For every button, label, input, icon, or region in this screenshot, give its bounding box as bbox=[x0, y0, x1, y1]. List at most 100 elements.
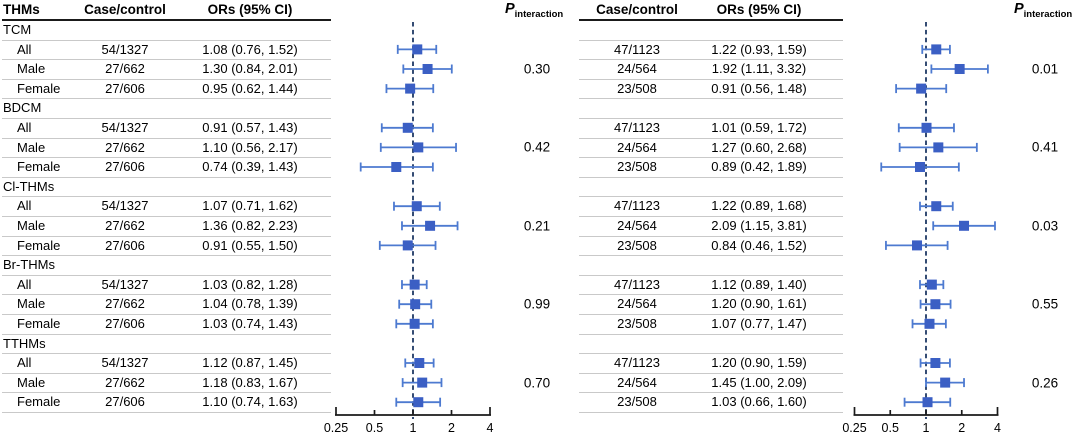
forest-marker bbox=[940, 377, 951, 388]
case-control-value: 27/662 bbox=[105, 374, 145, 390]
row-rule bbox=[2, 216, 331, 217]
or-ci-value: 1.08 (0.76, 1.52) bbox=[202, 41, 298, 57]
row-rule bbox=[579, 392, 843, 394]
col-header-case-control-left: Case/control bbox=[84, 2, 166, 17]
p-symbol: P bbox=[1014, 1, 1024, 17]
p-interaction-value: 0.30 bbox=[523, 61, 551, 77]
p-interaction-value: 0.26 bbox=[1031, 375, 1059, 391]
case-control-value: 47/1123 bbox=[613, 41, 661, 57]
p-subscript: interaction bbox=[514, 9, 564, 20]
row-rule bbox=[2, 118, 331, 119]
axis-tick-label: 4 bbox=[487, 421, 494, 435]
forest-marker bbox=[402, 240, 413, 251]
subgroup-label: Male bbox=[17, 61, 46, 77]
case-control-value: 54/1327 bbox=[101, 41, 149, 57]
subgroup-label: Female bbox=[17, 159, 61, 175]
or-ci-value: 1.10 (0.74, 1.63) bbox=[202, 394, 298, 410]
row-rule bbox=[2, 157, 331, 159]
case-control-value: 27/662 bbox=[105, 61, 145, 77]
row-rule bbox=[2, 294, 331, 296]
col-header-p-interaction-right: Pinteraction bbox=[1014, 1, 1072, 20]
group-label: Br-THMs bbox=[3, 257, 55, 273]
header-rule bbox=[579, 19, 843, 21]
forest-marker bbox=[409, 318, 420, 329]
forest-marker bbox=[931, 44, 942, 55]
row-rule bbox=[579, 255, 843, 257]
forest-marker bbox=[410, 299, 421, 310]
row-rule bbox=[579, 372, 843, 374]
forest-marker bbox=[930, 358, 941, 368]
forest-marker bbox=[412, 44, 423, 55]
subgroup-label: Female bbox=[17, 316, 61, 331]
case-control-value: 23/508 bbox=[617, 237, 657, 253]
p-interaction-value: 0.99 bbox=[523, 296, 551, 312]
forest-marker bbox=[921, 122, 932, 133]
row-rule bbox=[579, 98, 843, 100]
or-ci-value: 1.45 (1.00, 2.09) bbox=[711, 374, 807, 390]
or-ci-value: 1.20 (0.90, 1.59) bbox=[711, 355, 807, 371]
case-control-value: 27/606 bbox=[105, 80, 145, 96]
case-control-value: 47/1123 bbox=[613, 276, 661, 292]
forest-marker bbox=[417, 377, 428, 388]
col-header-p-interaction-left: Pinteraction bbox=[505, 1, 563, 20]
or-ci-value: 1.27 (0.60, 2.68) bbox=[711, 139, 807, 155]
p-interaction-value: 0.42 bbox=[523, 139, 551, 155]
case-control-value: 54/1327 bbox=[101, 355, 149, 371]
case-control-value: 27/606 bbox=[105, 316, 145, 331]
or-ci-value: 1.03 (0.74, 1.43) bbox=[202, 316, 298, 331]
or-ci-value: 0.74 (0.39, 1.43) bbox=[202, 159, 298, 175]
or-ci-value: 1.20 (0.90, 1.61) bbox=[711, 296, 807, 312]
row-rule bbox=[2, 78, 331, 80]
row-rule bbox=[579, 294, 843, 296]
subgroup-label: All bbox=[17, 41, 32, 57]
case-control-value: 47/1123 bbox=[613, 120, 661, 135]
or-ci-value: 0.91 (0.57, 1.43) bbox=[202, 120, 298, 135]
col-header-thms: THMs bbox=[3, 2, 40, 17]
row-rule bbox=[2, 255, 331, 257]
forest-marker bbox=[912, 240, 923, 251]
or-ci-value: 0.91 (0.56, 1.48) bbox=[711, 80, 807, 96]
forest-marker bbox=[422, 64, 433, 74]
col-header-ors-right: ORs (95% CI) bbox=[716, 2, 802, 17]
col-header-ors-left: ORs (95% CI) bbox=[207, 2, 293, 17]
case-control-value: 23/508 bbox=[617, 316, 657, 331]
axis-tick-label: 1 bbox=[923, 421, 930, 435]
axis-tick-label: 0.25 bbox=[324, 421, 348, 435]
p-subscript: interaction bbox=[1023, 9, 1073, 20]
row-rule bbox=[579, 353, 843, 355]
case-control-value: 27/662 bbox=[105, 296, 145, 312]
axis-tick-label: 4 bbox=[994, 421, 1001, 435]
row-rule bbox=[2, 412, 331, 413]
case-control-value: 24/564 bbox=[617, 139, 657, 155]
or-ci-value: 1.30 (0.84, 2.01) bbox=[202, 61, 298, 77]
row-rule bbox=[579, 216, 843, 217]
row-rule bbox=[579, 235, 843, 237]
subgroup-label: Male bbox=[17, 296, 46, 312]
col-header-case-control-right: Case/control bbox=[596, 2, 678, 17]
or-ci-value: 0.84 (0.46, 1.52) bbox=[711, 237, 807, 253]
or-ci-value: 1.36 (0.82, 2.23) bbox=[202, 218, 298, 233]
case-control-value: 23/508 bbox=[617, 394, 657, 410]
forest-marker bbox=[922, 397, 933, 408]
row-rule bbox=[2, 196, 331, 198]
subgroup-label: Male bbox=[17, 374, 46, 390]
subgroup-label: All bbox=[17, 355, 32, 371]
case-control-value: 24/564 bbox=[617, 218, 657, 233]
case-control-value: 54/1327 bbox=[101, 276, 149, 292]
axis-tick-label: 1 bbox=[410, 421, 417, 435]
or-ci-value: 1.12 (0.87, 1.45) bbox=[202, 355, 298, 371]
or-ci-value: 0.91 (0.55, 1.50) bbox=[202, 237, 298, 253]
subgroup-label: All bbox=[17, 276, 32, 292]
forest-marker bbox=[391, 162, 402, 172]
p-interaction-value: 0.01 bbox=[1031, 61, 1059, 77]
case-control-value: 24/564 bbox=[617, 374, 657, 390]
p-symbol: P bbox=[505, 1, 515, 17]
row-rule bbox=[2, 235, 331, 237]
header-rule bbox=[2, 19, 331, 21]
row-rule bbox=[579, 118, 843, 119]
p-interaction-value: 0.41 bbox=[1031, 139, 1059, 155]
or-ci-value: 0.95 (0.62, 1.44) bbox=[202, 80, 298, 96]
row-rule bbox=[2, 353, 331, 355]
